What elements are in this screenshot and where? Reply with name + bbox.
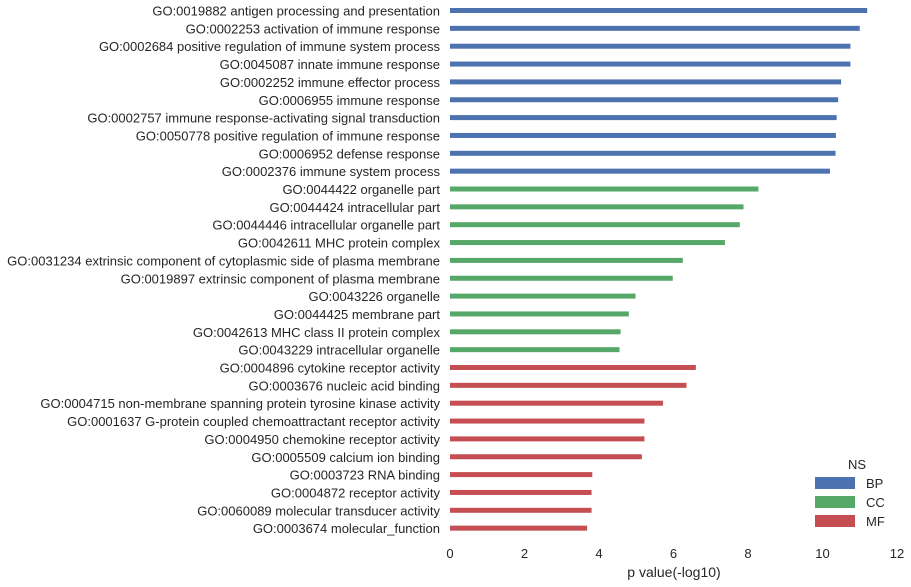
bar: [450, 382, 687, 388]
x-axis: 0 2 4 6 8 10 12: [446, 546, 904, 561]
category-label: GO:0031234 extrinsic component of cytopl…: [7, 253, 440, 268]
bar: [450, 418, 645, 424]
x-axis-title: p value(-log10): [627, 564, 720, 580]
x-tick-label: 2: [521, 546, 528, 561]
x-tick-label: 10: [815, 546, 829, 561]
category-label: GO:0004950 chemokine receptor activity: [204, 432, 440, 447]
category-label: GO:0001637 G-protein coupled chemoattrac…: [67, 414, 440, 429]
bar: [450, 454, 642, 460]
category-label: GO:0044424 intracellular part: [269, 200, 440, 215]
bar: [450, 204, 744, 210]
bar: [450, 489, 592, 495]
legend-title: NS: [848, 457, 866, 472]
category-label: GO:0003723 RNA binding: [290, 468, 440, 483]
x-tick-label: 0: [446, 546, 453, 561]
x-tick-label: 4: [595, 546, 602, 561]
bar: [450, 8, 868, 13]
bar: [450, 25, 860, 31]
bar: [450, 347, 620, 353]
category-label: GO:0044446 intracellular organelle part: [212, 218, 440, 233]
category-label: GO:0002252 immune effector process: [220, 75, 441, 90]
category-label: GO:0006955 immune response: [259, 93, 440, 108]
category-label: GO:0019897 extrinsic component of plasma…: [121, 271, 440, 286]
bars-layer: [450, 8, 868, 531]
category-label: GO:0045087 innate immune response: [220, 57, 440, 72]
legend-label: MF: [866, 514, 885, 529]
category-label: GO:0002376 immune system process: [222, 164, 441, 179]
bar: [450, 311, 629, 317]
bar: [450, 365, 696, 370]
category-label: GO:0042613 MHC class II protein complex: [193, 325, 441, 340]
category-label: GO:0060089 molecular transducer activity: [197, 503, 440, 518]
bar: [450, 43, 851, 49]
bar: [450, 329, 621, 335]
category-label: GO:0019882 antigen processing and presen…: [152, 4, 440, 19]
bar: [450, 79, 842, 85]
x-tick-label: 12: [890, 546, 904, 561]
category-label: GO:0006952 defense response: [259, 146, 440, 161]
category-label: GO:0002684 positive regulation of immune…: [99, 39, 441, 54]
bar: [450, 97, 839, 103]
category-label: GO:0050778 positive regulation of immune…: [136, 128, 440, 143]
legend-swatch: [815, 496, 855, 508]
category-label: GO:0003674 molecular_function: [253, 521, 440, 536]
bar: [450, 168, 830, 174]
category-label: GO:0002253 activation of immune response: [186, 21, 440, 36]
bar: [450, 61, 851, 67]
bar: [450, 525, 588, 531]
legend: NS BP CC MF: [815, 457, 885, 529]
legend-label: BP: [866, 476, 883, 491]
legend-label: CC: [866, 495, 885, 510]
category-label: GO:0002757 immune response-activating si…: [87, 111, 440, 126]
bar: [450, 222, 740, 228]
bar: [450, 436, 645, 442]
bar: [450, 132, 836, 138]
category-label: GO:0043226 organelle: [308, 289, 440, 304]
bar: [450, 507, 592, 513]
bar: [450, 400, 664, 406]
bar: [450, 275, 673, 281]
category-label: GO:0042611 MHC protein complex: [238, 236, 441, 251]
category-label: GO:0044425 membrane part: [274, 307, 441, 322]
bar: [450, 472, 593, 478]
category-label: GO:0003676 nucleic acid binding: [248, 378, 440, 393]
category-label: GO:0004896 cytokine receptor activity: [220, 361, 441, 376]
category-label: GO:0004872 receptor activity: [271, 485, 441, 500]
x-tick-label: 8: [744, 546, 751, 561]
bar: [450, 115, 837, 121]
category-label: GO:0044422 organelle part: [282, 182, 440, 197]
category-labels: GO:0019882 antigen processing and presen…: [7, 4, 440, 537]
category-label: GO:0004715 non-membrane spanning protein…: [40, 396, 440, 411]
bar: [450, 240, 725, 246]
category-label: GO:0005509 calcium ion binding: [251, 450, 440, 465]
bar: [450, 150, 836, 156]
bar: [450, 293, 636, 299]
legend-swatch: [815, 515, 855, 527]
bar: [450, 257, 683, 263]
legend-swatch: [815, 477, 855, 489]
category-label: GO:0043229 intracellular organelle: [238, 343, 440, 358]
bar: [450, 186, 759, 192]
x-tick-label: 6: [670, 546, 677, 561]
